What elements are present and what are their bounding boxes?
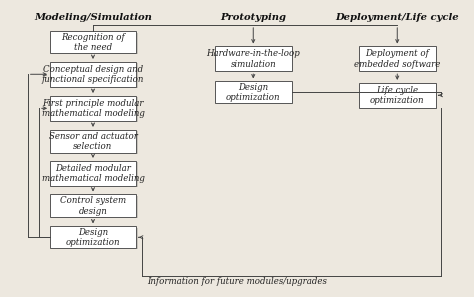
- FancyBboxPatch shape: [52, 162, 138, 187]
- FancyBboxPatch shape: [50, 62, 136, 87]
- Text: Detailed modular
mathematical modeling: Detailed modular mathematical modeling: [42, 164, 145, 183]
- FancyBboxPatch shape: [359, 83, 436, 108]
- FancyBboxPatch shape: [215, 81, 292, 103]
- FancyBboxPatch shape: [361, 48, 438, 72]
- Text: Life cycle
optimization: Life cycle optimization: [370, 86, 425, 105]
- FancyBboxPatch shape: [215, 47, 292, 71]
- FancyBboxPatch shape: [217, 83, 293, 105]
- Text: Deployment/Life cycle: Deployment/Life cycle: [336, 13, 459, 22]
- Text: Hardware-in-the-loop
simulation: Hardware-in-the-loop simulation: [206, 49, 300, 69]
- Text: Control system
design: Control system design: [60, 196, 126, 216]
- Text: Design
optimization: Design optimization: [226, 83, 281, 102]
- FancyBboxPatch shape: [52, 97, 138, 122]
- FancyBboxPatch shape: [217, 48, 293, 72]
- FancyBboxPatch shape: [359, 47, 436, 71]
- FancyBboxPatch shape: [52, 32, 138, 54]
- FancyBboxPatch shape: [50, 130, 136, 153]
- Text: Recognition of
the need: Recognition of the need: [61, 33, 125, 52]
- FancyBboxPatch shape: [50, 31, 136, 53]
- Text: Prototyping: Prototyping: [220, 13, 286, 22]
- Text: Sensor and actuator
selection: Sensor and actuator selection: [48, 132, 137, 151]
- Text: Design
optimization: Design optimization: [66, 228, 120, 247]
- Text: Information for future modules/upgrades: Information for future modules/upgrades: [147, 277, 327, 286]
- Text: First principle modular
mathematical modeling: First principle modular mathematical mod…: [42, 99, 145, 118]
- Text: Conceptual design and
functional specification: Conceptual design and functional specifi…: [42, 64, 144, 84]
- FancyBboxPatch shape: [361, 84, 438, 109]
- Text: Modeling/Simulation: Modeling/Simulation: [34, 13, 152, 22]
- FancyBboxPatch shape: [50, 226, 136, 248]
- Text: Deployment of
embedded software: Deployment of embedded software: [354, 49, 440, 69]
- FancyBboxPatch shape: [52, 228, 138, 249]
- FancyBboxPatch shape: [52, 131, 138, 154]
- FancyBboxPatch shape: [52, 196, 138, 218]
- FancyBboxPatch shape: [50, 96, 136, 121]
- FancyBboxPatch shape: [52, 63, 138, 88]
- FancyBboxPatch shape: [50, 195, 136, 217]
- FancyBboxPatch shape: [50, 161, 136, 186]
